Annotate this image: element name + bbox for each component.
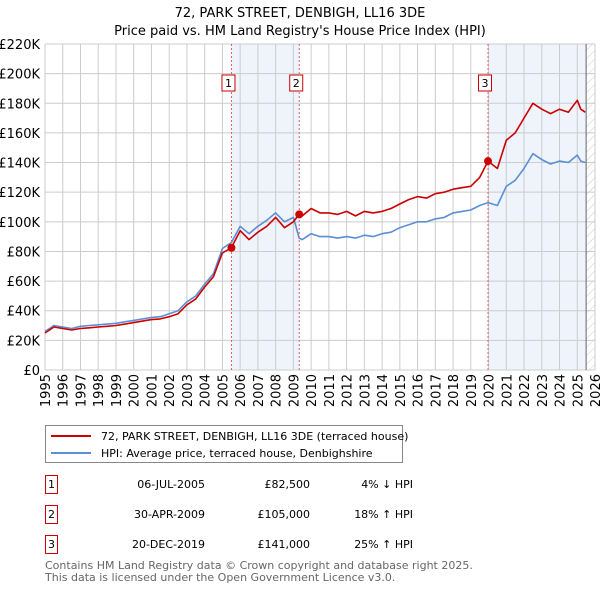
sale-price: £105,000	[257, 508, 311, 521]
sale-hpi-diff: 18% ↑ HPI	[354, 508, 413, 521]
sale-hpi-diff: 4% ↓ HPI	[361, 478, 413, 491]
y-tick-label: £140K	[0, 157, 40, 172]
x-tick-label: 1996	[57, 374, 72, 407]
sale-marker-label: 1	[225, 77, 232, 90]
x-tick-label: 2022	[518, 374, 533, 407]
x-tick-label: 2013	[358, 374, 373, 407]
x-tick-label: 1997	[74, 374, 89, 407]
sale-point	[227, 243, 236, 252]
y-tick-label: £0	[23, 364, 40, 379]
sale-badge: 3	[45, 535, 58, 554]
sale-date: 06-JUL-2005	[137, 478, 205, 491]
sale-row: 1 06-JUL-2005 £82,500 4% ↓ HPI	[45, 475, 465, 495]
x-tick-label: 2020	[483, 374, 498, 407]
x-tick-label: 2008	[270, 374, 285, 407]
x-tick-label: 1998	[92, 374, 107, 407]
legend-label: HPI: Average price, terraced house, Denb…	[101, 446, 373, 460]
sale-price: £82,500	[264, 478, 311, 491]
forecast-hatch	[586, 44, 595, 370]
sale-hpi-diff: 25% ↑ HPI	[354, 538, 413, 551]
y-tick-label: £220K	[0, 38, 40, 53]
x-tick-label: 2010	[305, 374, 320, 407]
x-tick-label: 2018	[447, 374, 462, 407]
sale-date: 20-DEC-2019	[131, 538, 205, 551]
x-tick-label: 2005	[216, 374, 231, 407]
sale-row: 3 20-DEC-2019 £141,000 25% ↑ HPI	[45, 535, 465, 555]
x-tick-label: 2004	[199, 374, 214, 407]
y-tick-label: £180K	[0, 97, 40, 112]
hpi-line	[44, 152, 586, 333]
x-tick-label: 2019	[465, 374, 480, 407]
sale-marker-box	[289, 74, 304, 92]
legend-item-price-paid: 72, PARK STREET, DENBIGH, LL16 3DE (terr…	[46, 428, 408, 444]
x-tick-label: 2006	[234, 374, 249, 407]
y-tick-label: £80K	[7, 245, 41, 260]
sale-marker-label: 2	[293, 77, 300, 90]
legend: 72, PARK STREET, DENBIGH, LL16 3DE (terr…	[45, 425, 408, 463]
y-tick-label: £100K	[0, 216, 40, 231]
x-tick-label: 2002	[163, 374, 178, 407]
x-tick-label: 2024	[554, 374, 569, 407]
shaded-period	[488, 44, 587, 370]
x-tick-label: 1995	[39, 374, 54, 407]
y-tick-label: £40K	[7, 305, 41, 320]
x-tick-label: 2011	[323, 374, 338, 407]
y-tick-label: £120K	[0, 186, 40, 201]
x-tick-label: 2009	[287, 374, 302, 407]
x-tick-label: 2023	[536, 374, 551, 407]
x-tick-label: 2016	[412, 374, 427, 407]
line-chart: 1 2 3 £0 £20K £40K £60K £80K £100K £120K £140K £160…	[0, 38, 600, 407]
y-tick-label: £60K	[7, 275, 41, 290]
x-tick-label: 2007	[252, 374, 267, 407]
chart-subtitle: Price paid vs. HM Land Registry's House …	[114, 24, 486, 39]
chart-title: 72, PARK STREET, DENBIGH, LL16 3DE	[174, 6, 426, 21]
footer-copyright: Contains HM Land Registry data © Crown c…	[45, 559, 473, 572]
legend-item-hpi: HPI: Average price, terraced house, Denb…	[46, 445, 373, 461]
y-tick-label: £20K	[7, 334, 41, 349]
footer-licence: This data is licensed under the Open Gov…	[45, 571, 396, 584]
legend-label: 72, PARK STREET, DENBIGH, LL16 3DE (terr…	[101, 429, 409, 443]
legend-swatch-blue	[51, 452, 91, 454]
x-tick-label: 2026	[589, 374, 600, 407]
x-tick-label: 2015	[394, 374, 409, 407]
x-tick-label: 2012	[341, 374, 356, 407]
sale-badge: 2	[45, 505, 58, 524]
sale-point	[484, 157, 493, 166]
x-tick-label: 2021	[500, 374, 515, 407]
legend-swatch-red	[51, 435, 91, 437]
price-paid-line	[44, 99, 586, 334]
sale-marker-label: 3	[482, 77, 489, 90]
y-tick-label: £160K	[0, 127, 40, 142]
x-tick-label: 2017	[429, 374, 444, 407]
sale-price: £141,000	[257, 538, 311, 551]
sale-badge: 1	[45, 475, 58, 494]
x-tick-label: 2025	[571, 374, 586, 407]
x-tick-label: 1999	[110, 374, 125, 407]
y-tick-label: £200K	[0, 68, 40, 83]
sale-date: 30-APR-2009	[133, 508, 205, 521]
sale-marker-box	[221, 74, 236, 92]
sale-marker-box	[478, 74, 493, 92]
x-tick-label: 2014	[376, 374, 391, 407]
x-tick-label: 2003	[181, 374, 196, 407]
x-tick-label: 2000	[128, 374, 143, 407]
x-tick-label: 2001	[145, 374, 160, 407]
sale-point	[295, 210, 304, 219]
sale-row: 2 30-APR-2009 £105,000 18% ↑ HPI	[45, 505, 465, 525]
shaded-period	[231, 44, 300, 370]
